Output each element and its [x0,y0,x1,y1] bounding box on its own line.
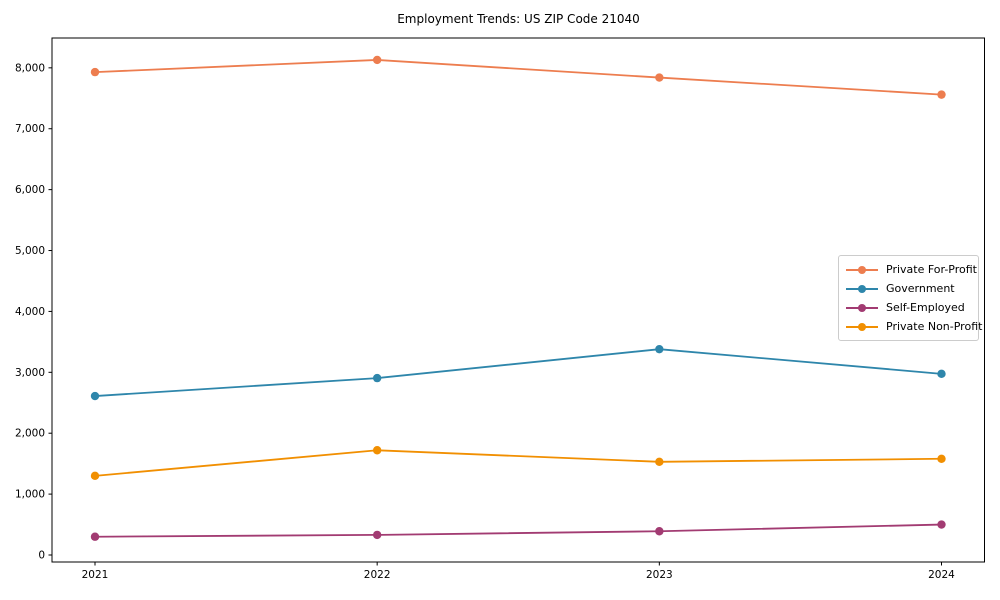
y-axis-tick-label: 1,000 [15,489,45,501]
y-axis-tick-label: 7,000 [15,123,45,135]
data-point-marker [655,344,664,354]
legend-label: Private Non-Profit [886,320,983,333]
legend-item: Government [846,279,971,298]
series-line [94,523,943,538]
legend-swatch [846,322,878,332]
y-axis-tick-label: 4,000 [15,306,45,318]
x-axis-tick-label: 2022 [364,569,391,581]
legend-dot-icon [858,284,866,293]
legend-item: Private For-Profit [846,260,977,279]
data-point-marker [655,457,664,467]
data-point-marker [90,67,100,77]
legend-swatch [846,284,878,294]
y-axis-tick-label: 5,000 [15,245,45,257]
data-point-marker [90,471,100,481]
legend-label: Private For-Profit [886,263,977,276]
data-point-marker [372,55,382,65]
legend-item: Self-Employed [846,298,971,317]
legend-swatch [846,265,878,275]
data-point-marker [655,527,664,536]
axes-spines [51,37,985,563]
data-point-marker [937,520,946,529]
y-axis-tick-label: 3,000 [15,367,45,379]
data-point-marker [937,454,946,463]
data-point-marker [90,391,100,401]
legend: Private For-Profit Government Self-Employe… [838,255,982,341]
y-axis-tick-label: 6,000 [15,184,45,196]
y-axis-tick-label: 0 [38,549,45,561]
data-point-marker [90,532,100,541]
legend-label: Self-Employed [886,301,965,314]
legend-label: Government [886,282,955,295]
data-point-marker [937,90,946,99]
series-line [94,449,943,477]
data-point-marker [372,530,382,540]
series-line [94,59,943,96]
x-axis-tick-label: 2024 [928,569,955,581]
data-point-marker [937,369,946,379]
data-point-marker [372,373,382,383]
series-line [94,348,943,397]
x-axis-tick-label: 2021 [82,569,109,581]
x-axis-tick-label: 2023 [646,569,673,581]
chart-title: Employment Trends: US ZIP Code 21040 [397,12,640,26]
y-axis-tick-label: 8,000 [15,62,45,74]
legend-swatch [846,303,878,313]
legend-dot-icon [858,303,866,312]
data-point-marker [655,73,664,82]
legend-item: Private Non-Profit [846,317,982,336]
y-axis-tick-label: 2,000 [15,428,45,440]
data-point-marker [372,446,382,455]
legend-dot-icon [858,265,866,274]
legend-dot-icon [858,322,866,331]
